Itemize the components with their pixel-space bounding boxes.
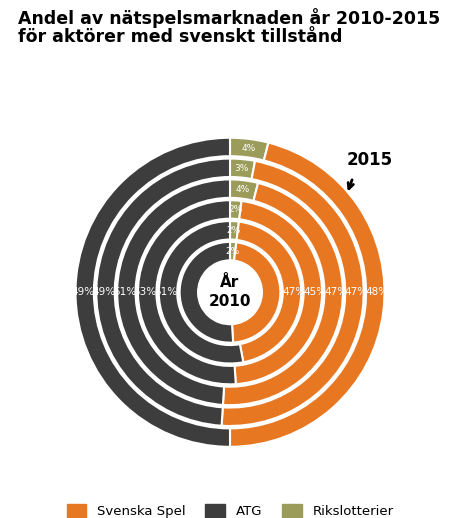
- Wedge shape: [221, 161, 363, 426]
- Text: 51%: 51%: [112, 286, 136, 297]
- Text: 2015: 2015: [346, 151, 392, 169]
- Wedge shape: [231, 242, 280, 342]
- Text: Andel av nätspelsmarknaden år 2010-2015: Andel av nätspelsmarknaden år 2010-2015: [18, 8, 440, 28]
- Text: År
2010: År 2010: [208, 276, 251, 309]
- Text: 2%: 2%: [228, 205, 242, 214]
- Legend: Svenska Spel, ATG, Rikslotterier: Svenska Spel, ATG, Rikslotterier: [61, 499, 398, 518]
- Wedge shape: [230, 142, 384, 447]
- Text: 50%: 50%: [50, 286, 73, 297]
- Wedge shape: [230, 179, 257, 201]
- Text: 2%: 2%: [225, 247, 239, 256]
- Text: 49%: 49%: [71, 286, 94, 297]
- Wedge shape: [96, 159, 230, 426]
- Wedge shape: [75, 138, 230, 447]
- Text: 47%: 47%: [344, 286, 367, 297]
- Wedge shape: [230, 200, 241, 219]
- Text: 4%: 4%: [235, 185, 250, 194]
- Wedge shape: [223, 183, 342, 405]
- Text: 4%: 4%: [241, 143, 255, 153]
- Wedge shape: [230, 242, 236, 261]
- Wedge shape: [158, 221, 243, 364]
- Text: 49%: 49%: [92, 286, 115, 297]
- Text: 2%: 2%: [226, 226, 241, 235]
- Wedge shape: [230, 159, 254, 179]
- Wedge shape: [234, 201, 321, 384]
- Text: 46%: 46%: [386, 286, 409, 297]
- Wedge shape: [236, 222, 301, 362]
- Text: 51%: 51%: [154, 286, 177, 297]
- Text: 48%: 48%: [365, 286, 388, 297]
- Wedge shape: [117, 179, 230, 405]
- Text: 3%: 3%: [234, 164, 248, 173]
- Text: för aktörer med svenskt tillstånd: för aktörer med svenskt tillstånd: [18, 28, 342, 47]
- Wedge shape: [230, 221, 238, 240]
- Text: 47%: 47%: [323, 286, 347, 297]
- Wedge shape: [230, 138, 268, 161]
- Wedge shape: [179, 242, 233, 343]
- Text: 47%: 47%: [282, 286, 305, 297]
- Text: 45%: 45%: [302, 286, 325, 297]
- Text: 53%: 53%: [134, 286, 157, 297]
- Wedge shape: [138, 200, 235, 384]
- Circle shape: [199, 262, 260, 323]
